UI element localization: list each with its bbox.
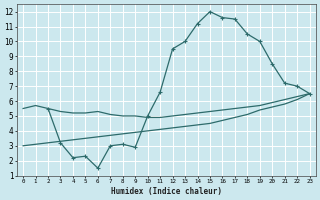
X-axis label: Humidex (Indice chaleur): Humidex (Indice chaleur) [111, 187, 222, 196]
